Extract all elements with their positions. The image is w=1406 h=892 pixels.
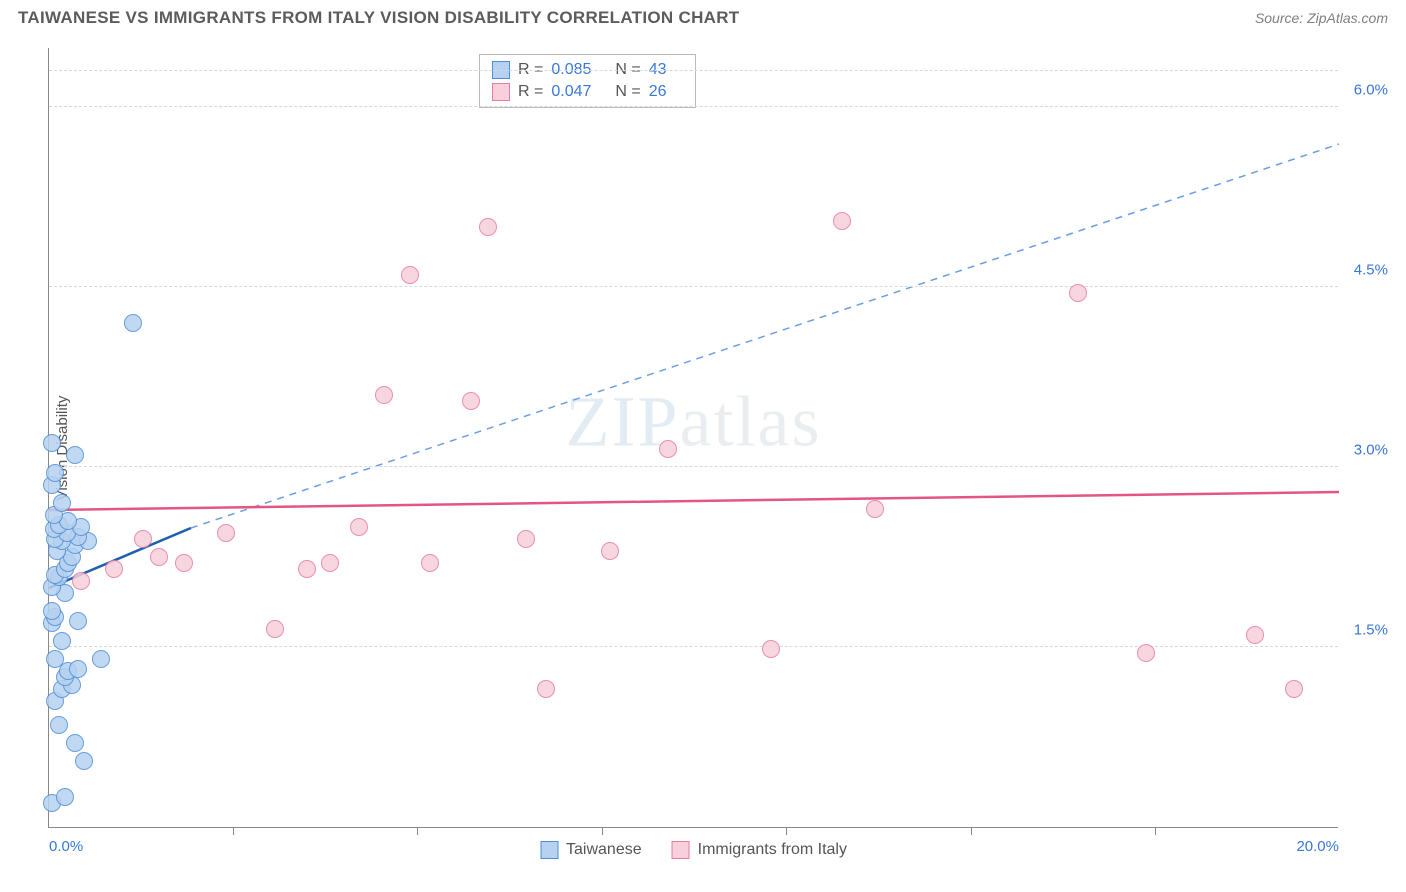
- scatter-point: [298, 560, 316, 578]
- y-tick-label: 1.5%: [1354, 622, 1388, 639]
- stat-row: R = 0.047 N = 26: [492, 81, 683, 103]
- scatter-point: [537, 680, 555, 698]
- scatter-point: [43, 602, 61, 620]
- scatter-point: [105, 560, 123, 578]
- scatter-point: [350, 518, 368, 536]
- trend-lines: [49, 48, 1339, 828]
- y-tick-label: 6.0%: [1354, 82, 1388, 99]
- series-legend: Taiwanese Immigrants from Italy: [540, 841, 847, 859]
- n-value: 26: [649, 83, 667, 101]
- scatter-point: [92, 650, 110, 668]
- x-tick: [786, 827, 787, 835]
- scatter-point: [517, 530, 535, 548]
- gridline: [49, 466, 1338, 467]
- scatter-point: [69, 660, 87, 678]
- scatter-point: [266, 620, 284, 638]
- scatter-point: [762, 640, 780, 658]
- r-value: 0.047: [551, 83, 591, 101]
- x-tick: [971, 827, 972, 835]
- scatter-point: [1069, 284, 1087, 302]
- x-tick-label: 0.0%: [49, 838, 83, 855]
- scatter-point: [134, 530, 152, 548]
- scatter-point: [46, 464, 64, 482]
- scatter-point: [601, 542, 619, 560]
- scatter-point: [150, 548, 168, 566]
- scatter-point: [462, 392, 480, 410]
- x-tick: [233, 827, 234, 835]
- scatter-point: [217, 524, 235, 542]
- scatter-point: [66, 446, 84, 464]
- correlation-stats-box: R =0.085N =43R =0.047N =26: [479, 54, 696, 108]
- gridline: [49, 106, 1338, 107]
- scatter-point: [375, 386, 393, 404]
- series-swatch: [492, 83, 510, 101]
- scatter-point: [56, 788, 74, 806]
- legend-item: Immigrants from Italy: [672, 841, 847, 859]
- scatter-point: [175, 554, 193, 572]
- scatter-point: [69, 612, 87, 630]
- scatter-point: [1137, 644, 1155, 662]
- legend-item: Taiwanese: [540, 841, 642, 859]
- scatter-point: [124, 314, 142, 332]
- plot-area: ZIPatlas R =0.085N =43R =0.047N =26 Taiw…: [48, 48, 1338, 828]
- scatter-point: [421, 554, 439, 572]
- scatter-point: [479, 218, 497, 236]
- scatter-point: [401, 266, 419, 284]
- x-tick: [417, 827, 418, 835]
- scatter-point: [43, 434, 61, 452]
- gridline: [49, 286, 1338, 287]
- chart-title: TAIWANESE VS IMMIGRANTS FROM ITALY VISIO…: [18, 8, 740, 28]
- x-tick: [1155, 827, 1156, 835]
- scatter-point: [833, 212, 851, 230]
- x-tick-label: 20.0%: [1296, 838, 1339, 855]
- n-label: N =: [615, 83, 640, 101]
- scatter-point: [53, 494, 71, 512]
- scatter-point: [659, 440, 677, 458]
- scatter-point: [321, 554, 339, 572]
- scatter-point: [66, 734, 84, 752]
- legend-label: Immigrants from Italy: [698, 841, 847, 859]
- scatter-point: [1285, 680, 1303, 698]
- chart-header: TAIWANESE VS IMMIGRANTS FROM ITALY VISIO…: [0, 0, 1406, 28]
- scatter-point: [1246, 626, 1264, 644]
- scatter-point: [72, 572, 90, 590]
- series-swatch: [540, 841, 558, 859]
- legend-label: Taiwanese: [566, 841, 642, 859]
- watermark: ZIPatlas: [566, 380, 822, 463]
- r-label: R =: [518, 83, 543, 101]
- scatter-point: [75, 752, 93, 770]
- scatter-point: [866, 500, 884, 518]
- scatter-point: [53, 632, 71, 650]
- y-tick-label: 4.5%: [1354, 262, 1388, 279]
- gridline: [49, 70, 1338, 71]
- x-tick: [602, 827, 603, 835]
- series-swatch: [672, 841, 690, 859]
- chart-container: Vision Disability ZIPatlas R =0.085N =43…: [48, 48, 1388, 848]
- scatter-point: [50, 716, 68, 734]
- source-attribution: Source: ZipAtlas.com: [1255, 10, 1388, 26]
- y-tick-label: 3.0%: [1354, 442, 1388, 459]
- scatter-point: [46, 650, 64, 668]
